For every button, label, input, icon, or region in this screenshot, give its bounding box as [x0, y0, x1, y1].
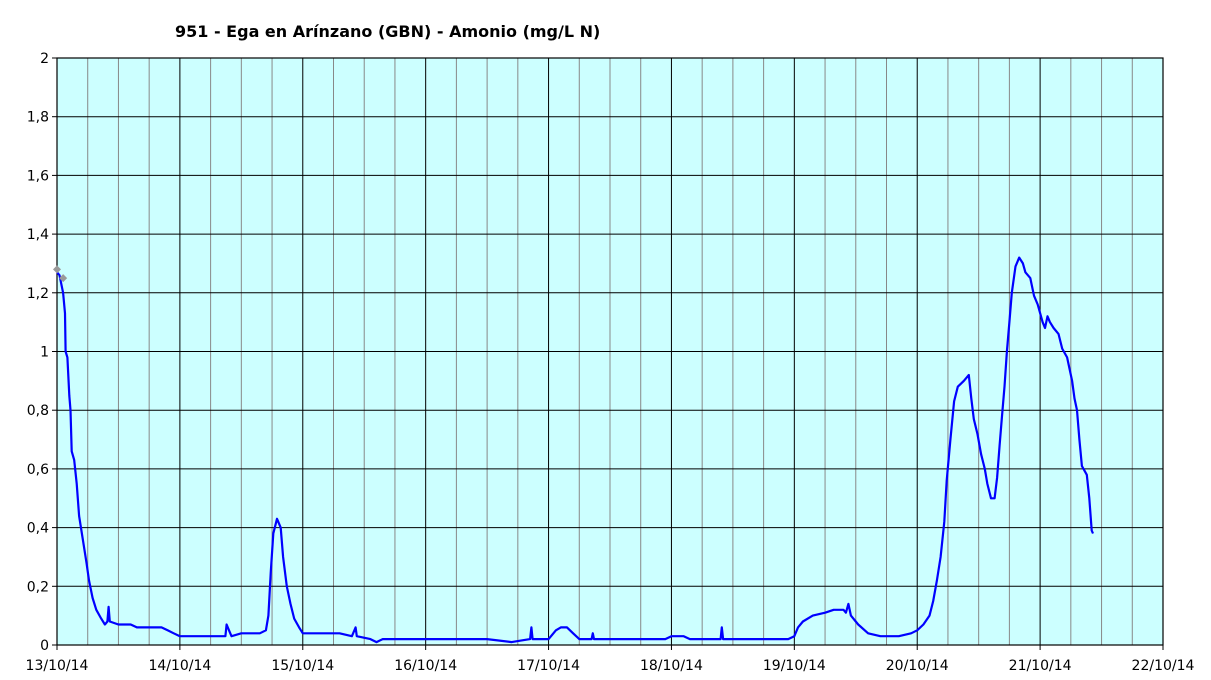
y-tick-label: 0,8 [27, 403, 49, 419]
marker-group [53, 265, 68, 283]
y-tick-label: 1,6 [27, 168, 49, 184]
y-tick-label: 2 [40, 51, 49, 67]
y-tick-label: 1,8 [27, 110, 49, 126]
x-axis: 13/10/14 14/10/14 15/10/14 16/10/14 17/10/14… [26, 645, 1195, 674]
y-tick-label: 0 [40, 638, 49, 654]
y-tick-label: 1 [40, 345, 49, 361]
series-group [56, 256, 1095, 644]
y-tick-label: 0,2 [27, 579, 49, 595]
major-grid [57, 58, 1163, 645]
data-point-marker [59, 274, 68, 283]
y-tick-label: 1,4 [27, 227, 49, 243]
x-tick-label: 22/10/14 [1132, 658, 1195, 674]
x-tick-label: 21/10/14 [1009, 658, 1072, 674]
chart-title: 951 - Ega en Arínzano (GBN) - Amonio (mg… [175, 22, 600, 41]
x-tick-label: 20/10/14 [886, 658, 949, 674]
x-tick-label: 13/10/14 [26, 658, 89, 674]
x-tick-label: 18/10/14 [640, 658, 703, 674]
x-tick-label: 16/10/14 [394, 658, 457, 674]
y-tick-label: 0,6 [27, 462, 49, 478]
y-tick-label: 1,2 [27, 286, 49, 302]
x-tick-label: 14/10/14 [148, 658, 211, 674]
x-tick-label: 15/10/14 [271, 658, 334, 674]
x-tick-label: 17/10/14 [517, 658, 580, 674]
x-tick-label: 19/10/14 [763, 658, 826, 674]
y-tick-label: 0,4 [27, 521, 49, 537]
y-axis: 0 0,2 0,4 0,6 0,8 1 1,2 1,4 1,6 1,8 2 [27, 51, 57, 654]
series-line [56, 256, 1095, 644]
data-point-marker [53, 265, 61, 274]
